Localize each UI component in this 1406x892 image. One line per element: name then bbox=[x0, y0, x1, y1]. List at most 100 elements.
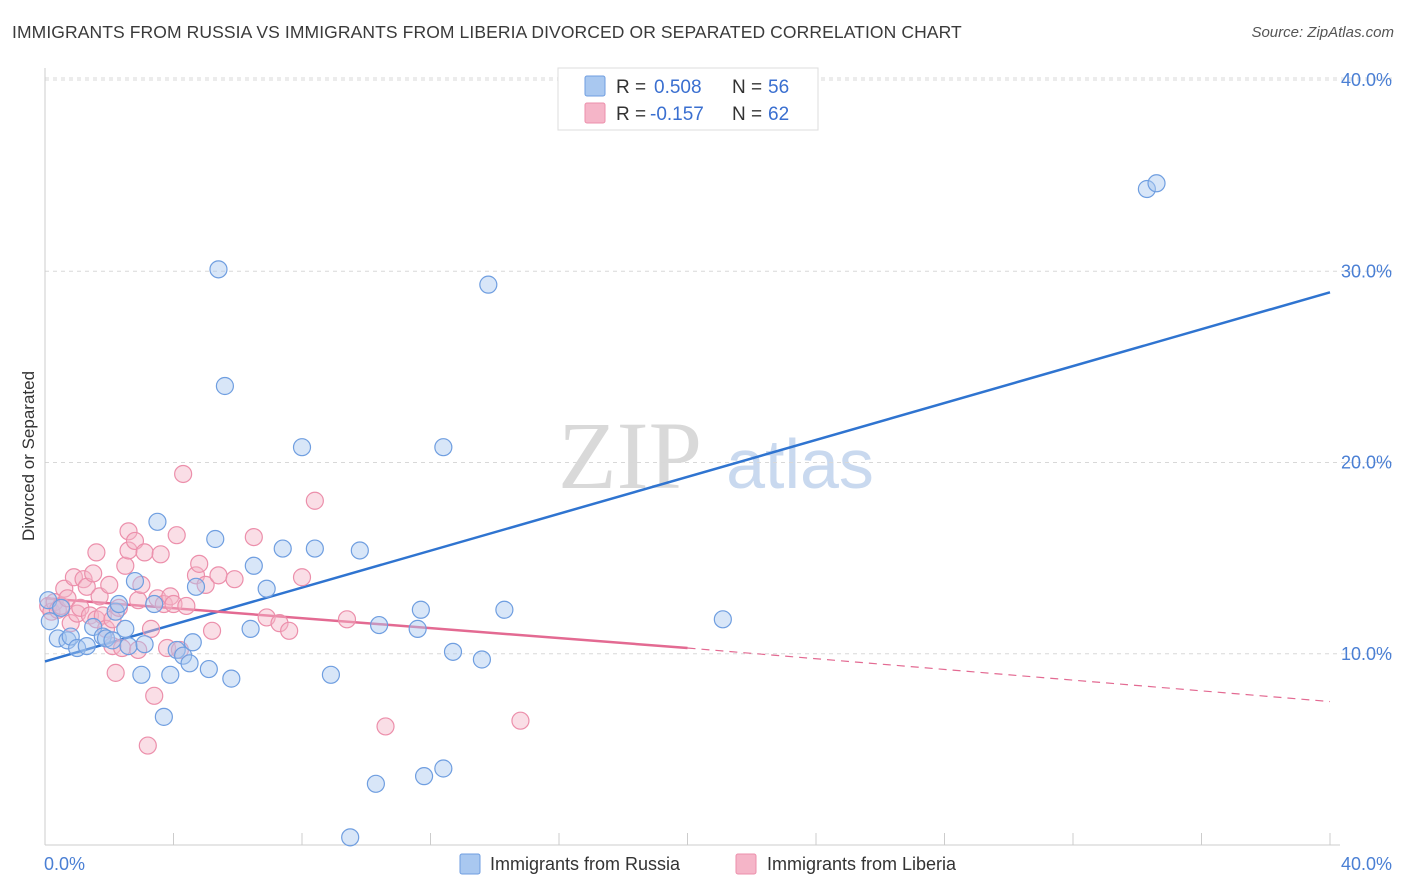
russia-point bbox=[125, 571, 145, 591]
y-tick-label: 10.0% bbox=[1341, 644, 1392, 664]
liberia-point bbox=[61, 614, 80, 633]
russia-point bbox=[199, 659, 218, 679]
chart-source: Source: ZipAtlas.com bbox=[1251, 24, 1394, 41]
legend-swatch-russia bbox=[584, 75, 606, 97]
liberia-point bbox=[202, 621, 222, 640]
russia-point bbox=[370, 615, 389, 635]
russia-point bbox=[321, 665, 341, 684]
russia-point bbox=[148, 512, 167, 531]
stats-legend: R = 0.508 N = 56 R = -0.157 N = 62 bbox=[557, 67, 819, 131]
liberia-point bbox=[244, 527, 263, 547]
liberia-point bbox=[292, 568, 312, 587]
russia-point bbox=[61, 627, 80, 646]
legend-russia-r-value: 0.508 bbox=[654, 77, 702, 98]
legend-russia-r-label: R = bbox=[616, 77, 646, 98]
russia-point bbox=[154, 707, 173, 726]
russia-point bbox=[350, 541, 369, 560]
russia-point bbox=[161, 665, 180, 684]
legend-liberia-r-label: R = bbox=[616, 104, 646, 125]
legend-liberia-r-value: -0.157 bbox=[650, 104, 704, 125]
russia-point bbox=[109, 594, 128, 614]
russia-point bbox=[292, 438, 312, 457]
x-axis-ticks bbox=[44, 833, 1331, 845]
russia-point bbox=[713, 610, 732, 629]
liberia-point bbox=[151, 545, 170, 564]
liberia-point bbox=[129, 591, 148, 610]
russia-point bbox=[116, 619, 135, 638]
liberia-point bbox=[225, 570, 244, 589]
legend-russia-n-label: N = bbox=[732, 77, 762, 98]
liberia-point bbox=[167, 526, 186, 545]
russia-point bbox=[96, 629, 116, 648]
russia-point bbox=[119, 636, 138, 656]
trend-line-russia bbox=[44, 291, 1331, 663]
russia-point bbox=[77, 636, 96, 656]
russia-point bbox=[132, 665, 151, 684]
russia-point bbox=[273, 539, 292, 558]
liberia-point bbox=[511, 711, 530, 730]
liberia-point bbox=[138, 736, 157, 755]
liberia-point bbox=[119, 541, 138, 560]
russia-point bbox=[434, 759, 453, 778]
liberia-point bbox=[145, 686, 164, 705]
russia-point bbox=[93, 627, 112, 646]
liberia-point bbox=[100, 575, 119, 595]
series-legend: Immigrants from Russia Immigrants from L… bbox=[459, 853, 957, 875]
y-tick-label: 40.0% bbox=[1341, 70, 1392, 90]
bottom-legend-label-russia: Immigrants from Russia bbox=[490, 854, 681, 874]
liberia-point bbox=[177, 596, 196, 616]
legend-liberia-n-value: 62 bbox=[768, 104, 789, 125]
x-tick-label-max: 40.0% bbox=[1341, 854, 1392, 874]
liberia-point bbox=[84, 564, 103, 583]
russia-point bbox=[305, 539, 324, 558]
liberia-point bbox=[376, 717, 395, 736]
y-tick-label: 30.0% bbox=[1341, 261, 1392, 281]
russia-point bbox=[408, 619, 427, 638]
russia-point bbox=[135, 635, 154, 654]
russia-point bbox=[1147, 174, 1166, 193]
bottom-legend-swatch-russia bbox=[459, 853, 481, 875]
russia-point bbox=[241, 619, 260, 638]
liberia-point bbox=[71, 598, 90, 617]
russia-point bbox=[180, 654, 199, 673]
liberia-points bbox=[39, 464, 530, 755]
russia-point bbox=[257, 579, 276, 598]
liberia-point bbox=[116, 556, 135, 575]
russia-point bbox=[84, 617, 103, 637]
russia-point bbox=[40, 612, 59, 631]
y-tick-label: 20.0% bbox=[1341, 453, 1392, 473]
russia-point bbox=[244, 556, 263, 575]
russia-points bbox=[39, 174, 1166, 847]
legend-swatch-liberia bbox=[584, 102, 606, 124]
liberia-point bbox=[58, 589, 77, 608]
liberia-point bbox=[190, 554, 209, 573]
chart-title: IMMIGRANTS FROM RUSSIA VS IMMIGRANTS FRO… bbox=[12, 22, 962, 42]
russia-point bbox=[51, 598, 71, 617]
watermark-zip: ZIP bbox=[558, 402, 702, 509]
watermark-atlas: atlas bbox=[726, 425, 874, 503]
russia-point bbox=[1137, 179, 1156, 199]
bottom-legend-swatch-liberia bbox=[735, 853, 757, 875]
liberia-point bbox=[112, 638, 132, 658]
liberia-point bbox=[305, 491, 324, 510]
liberia-point bbox=[337, 610, 357, 629]
liberia-point bbox=[106, 663, 125, 682]
liberia-point bbox=[119, 522, 138, 541]
russia-point bbox=[495, 600, 514, 619]
liberia-point bbox=[280, 621, 299, 640]
russia-point bbox=[186, 577, 206, 596]
russia-point bbox=[145, 594, 164, 614]
legend-russia-n-value: 56 bbox=[768, 77, 789, 98]
liberia-point bbox=[87, 543, 106, 562]
liberia-point bbox=[174, 464, 193, 484]
russia-point bbox=[414, 767, 434, 786]
russia-point bbox=[479, 275, 498, 294]
russia-point bbox=[215, 376, 234, 396]
legend-liberia-n-label: N = bbox=[732, 104, 762, 125]
liberia-point bbox=[135, 543, 154, 562]
russia-point bbox=[341, 828, 360, 847]
russia-point bbox=[222, 669, 241, 688]
russia-point bbox=[443, 642, 463, 661]
russia-point bbox=[366, 774, 385, 793]
trend-line-liberia bbox=[44, 597, 688, 650]
